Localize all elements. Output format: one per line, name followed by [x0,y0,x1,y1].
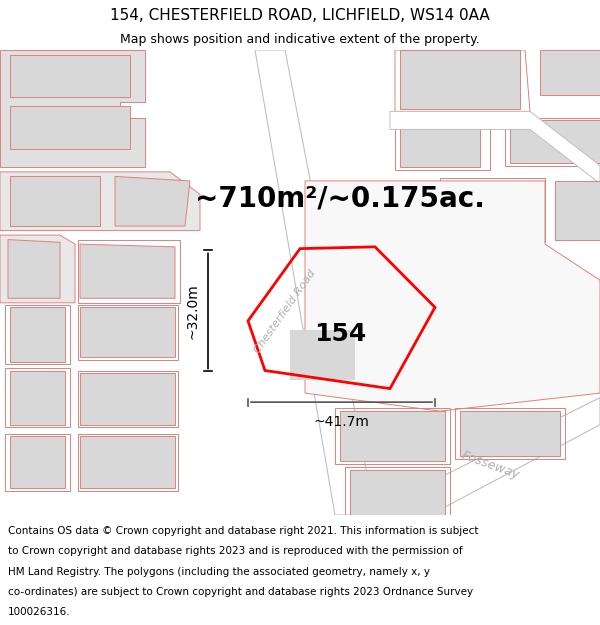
Polygon shape [510,121,600,163]
Text: 154: 154 [314,322,366,346]
Polygon shape [555,181,600,239]
Polygon shape [390,111,600,184]
Text: Fosseway: Fosseway [459,449,521,482]
Polygon shape [540,50,600,95]
Text: co-ordinates) are subject to Crown copyright and database rights 2023 Ordnance S: co-ordinates) are subject to Crown copyr… [8,587,473,597]
Polygon shape [10,54,130,97]
Polygon shape [0,50,145,168]
Polygon shape [255,50,375,515]
Polygon shape [80,436,175,488]
Polygon shape [10,371,65,425]
Text: 100026316.: 100026316. [8,608,70,618]
Polygon shape [80,308,175,357]
Polygon shape [340,411,445,461]
Polygon shape [80,244,175,298]
Text: Map shows position and indicative extent of the property.: Map shows position and indicative extent… [120,32,480,46]
Polygon shape [0,172,200,231]
Polygon shape [10,436,65,488]
Polygon shape [350,470,445,515]
Polygon shape [400,50,520,109]
Polygon shape [10,106,130,149]
Polygon shape [305,181,600,411]
Text: ~710m²/~0.175ac.: ~710m²/~0.175ac. [195,185,485,213]
Polygon shape [365,398,600,515]
Polygon shape [445,181,540,239]
Text: 154, CHESTERFIELD ROAD, LICHFIELD, WS14 0AA: 154, CHESTERFIELD ROAD, LICHFIELD, WS14 … [110,8,490,22]
Polygon shape [460,411,560,456]
Text: ~41.7m: ~41.7m [314,415,370,429]
Text: Chesterfield Road: Chesterfield Road [253,268,317,356]
Polygon shape [115,176,190,226]
Text: Contains OS data © Crown copyright and database right 2021. This information is : Contains OS data © Crown copyright and d… [8,526,478,536]
Polygon shape [400,121,480,168]
Text: to Crown copyright and database rights 2023 and is reproduced with the permissio: to Crown copyright and database rights 2… [8,546,463,556]
Polygon shape [8,239,60,298]
Text: ~32.0m: ~32.0m [186,283,200,339]
Text: HM Land Registry. The polygons (including the associated geometry, namely x, y: HM Land Registry. The polygons (includin… [8,567,430,577]
Polygon shape [10,308,65,361]
Polygon shape [290,330,355,379]
Polygon shape [0,235,75,303]
Polygon shape [10,176,100,226]
Polygon shape [80,373,175,425]
